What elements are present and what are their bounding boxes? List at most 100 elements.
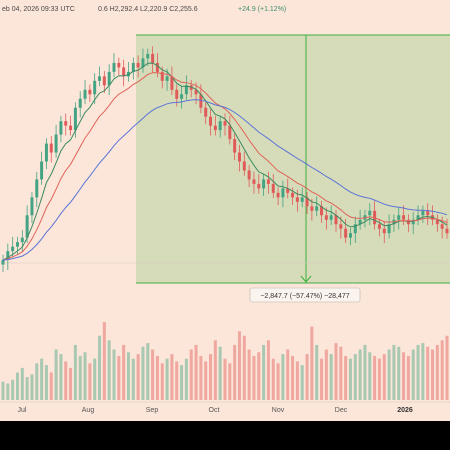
volume-bar <box>320 358 324 400</box>
candle <box>102 70 106 93</box>
volume-bar <box>348 358 352 400</box>
volume-bar <box>15 372 19 400</box>
volume-bar <box>54 349 58 400</box>
x-tick-aug: Aug <box>82 407 95 414</box>
volume-bar <box>170 354 174 400</box>
measure-arrow-head <box>300 275 312 283</box>
candle-body <box>136 62 140 68</box>
volume-bar <box>136 354 140 400</box>
volume-bar <box>223 358 227 400</box>
volume-bar <box>353 354 357 400</box>
volume-bar <box>252 355 256 400</box>
candle-body <box>426 210 430 216</box>
candle-body <box>257 183 261 189</box>
measure-label-box <box>249 287 361 303</box>
candle-body <box>160 71 164 81</box>
price-chart[interactable]: eb 04, 2026 09:33 UTC 0.6 H2,292.4 L2,22… <box>0 0 450 421</box>
candle-body <box>180 94 184 99</box>
candle <box>353 216 357 244</box>
x-tick-nov: Nov <box>272 407 285 414</box>
candle <box>184 75 188 100</box>
volume-bar <box>73 344 77 400</box>
x-tick-2026: 2026 <box>397 407 413 414</box>
candle <box>266 171 270 194</box>
candle-body <box>194 89 198 95</box>
candle-body <box>49 143 53 153</box>
candle-body <box>93 80 97 95</box>
volume-bar <box>126 352 130 400</box>
candle <box>315 196 319 217</box>
candle <box>291 187 295 205</box>
candle-body <box>54 134 58 153</box>
ema-short-line <box>2 62 448 261</box>
volume-bar <box>291 355 295 400</box>
candle-body <box>78 98 82 108</box>
candle-body <box>329 215 333 220</box>
candle-body <box>213 125 217 131</box>
candle-body <box>402 215 406 220</box>
candle-body <box>204 107 208 117</box>
volume-bar <box>295 361 299 400</box>
volume-bar <box>257 352 261 400</box>
volume-bar <box>194 344 198 400</box>
candle <box>6 243 10 270</box>
volume-bar <box>64 361 68 400</box>
candle <box>30 191 34 223</box>
volume-bar <box>25 377 29 400</box>
volume-bar <box>213 340 217 400</box>
candle-body <box>300 197 304 202</box>
x-tick-dec: Dec <box>335 407 348 414</box>
volume-bar <box>189 349 193 400</box>
candle <box>329 205 333 226</box>
volume-bar <box>165 358 169 400</box>
candle-body <box>155 62 159 72</box>
candle-body <box>305 197 309 207</box>
candle-body <box>344 228 348 238</box>
candle-body <box>175 89 179 99</box>
volume-bar <box>122 344 126 400</box>
candle <box>131 57 135 80</box>
measure-zone[interactable] <box>136 35 450 283</box>
candle <box>237 144 241 172</box>
candle <box>54 124 58 158</box>
candle-body <box>11 246 15 252</box>
volume-bar <box>59 354 63 400</box>
candle <box>339 216 343 239</box>
candle <box>377 218 381 237</box>
candle-body <box>218 121 222 131</box>
volume-bar <box>397 346 401 400</box>
candle-body <box>377 224 381 229</box>
candle-body <box>112 62 116 72</box>
candle <box>98 66 102 87</box>
candle <box>223 113 227 136</box>
candle-body <box>146 53 150 59</box>
volume-bar <box>88 363 92 400</box>
volume-bar <box>247 349 251 400</box>
candle-body <box>397 215 401 220</box>
volume-bar <box>209 354 213 400</box>
measure-label: −2,847.7 (−57.47%) −28,477 <box>260 293 349 300</box>
volume-bar <box>266 340 270 400</box>
candle <box>88 84 92 102</box>
volume-bar <box>49 372 53 400</box>
volume-bar <box>402 352 406 400</box>
footer-bar <box>0 421 450 450</box>
candle <box>1 254 5 273</box>
volume-bar <box>160 363 164 400</box>
candle <box>416 205 420 226</box>
volume-bar <box>344 355 348 400</box>
candle <box>233 133 237 161</box>
candle-body <box>141 58 145 68</box>
candle <box>387 214 391 239</box>
volume-bar <box>93 358 97 400</box>
candle <box>368 203 372 226</box>
candle <box>320 200 324 223</box>
candle-body <box>252 179 256 184</box>
candle-body <box>445 228 449 234</box>
volume-bar <box>271 358 275 400</box>
volume-bar <box>377 358 381 400</box>
volume-bar <box>204 361 208 400</box>
volume-bar <box>373 355 377 400</box>
candle-body <box>64 121 68 126</box>
